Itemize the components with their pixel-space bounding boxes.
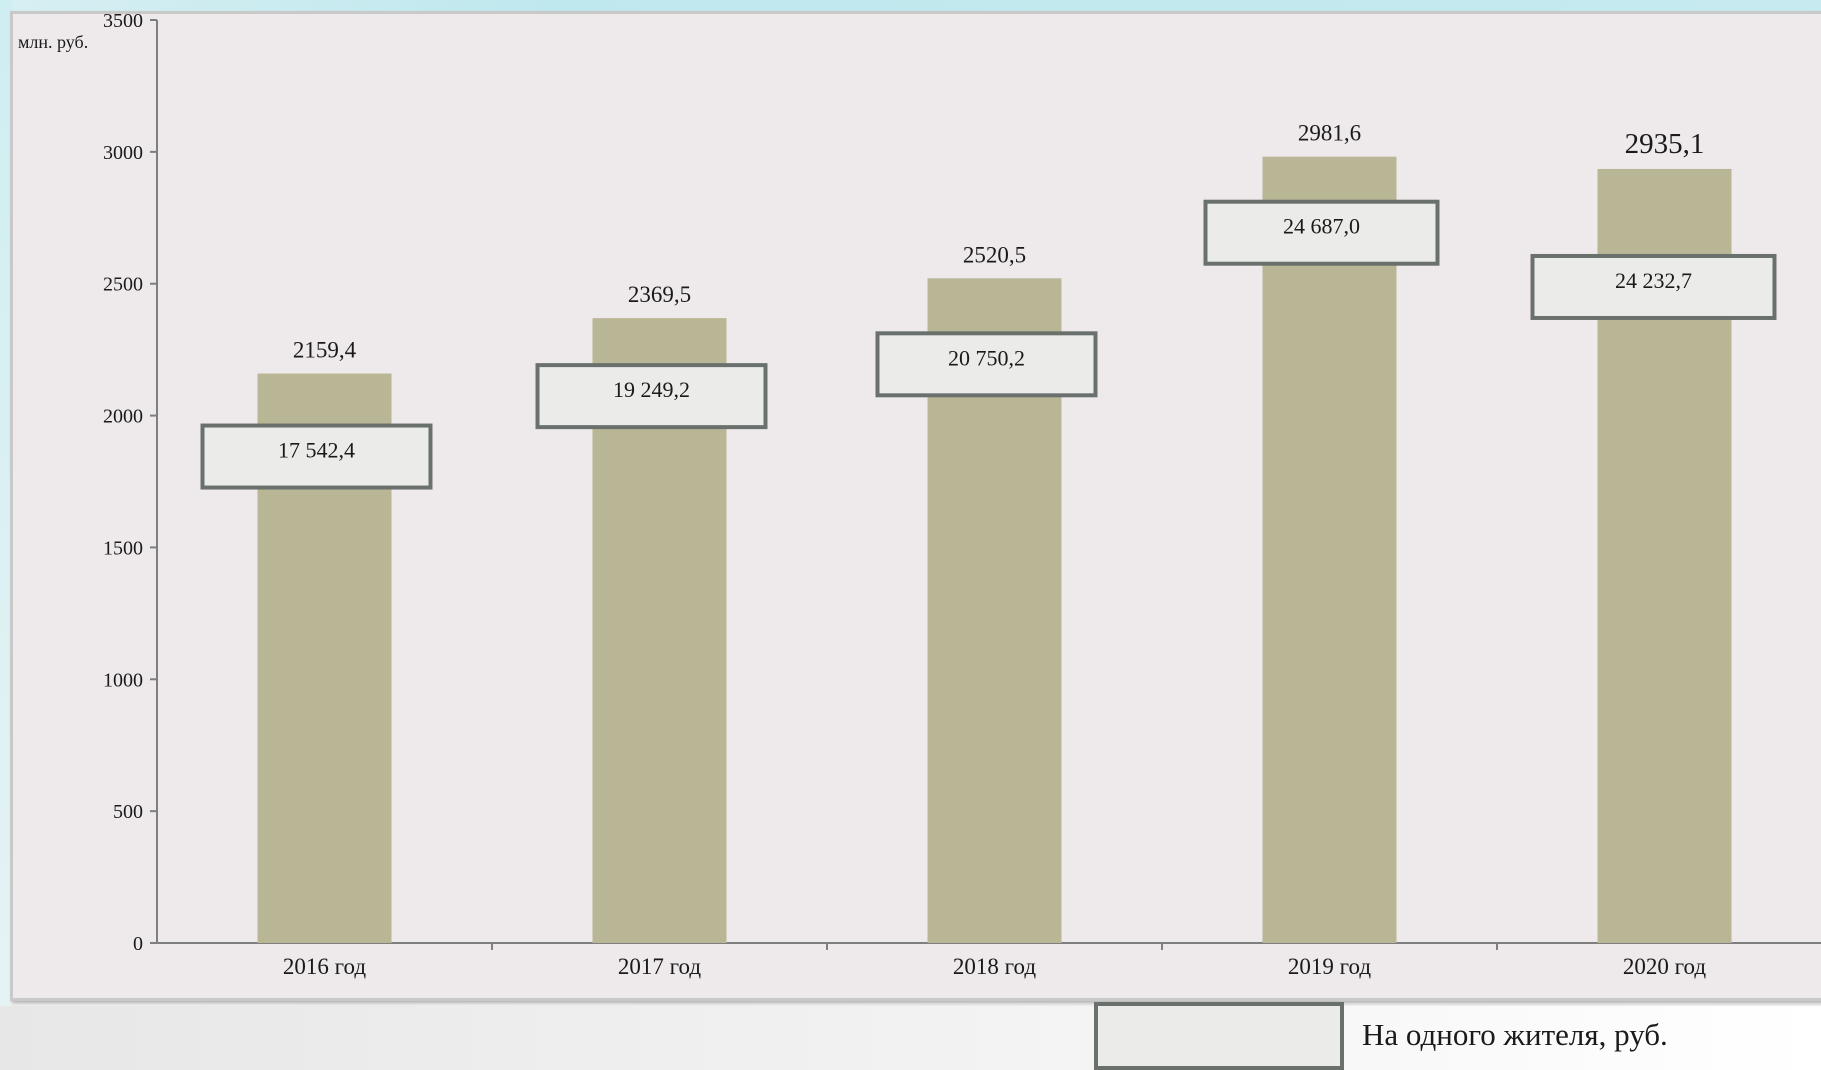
per-capita-label: 20 750,2 [948,345,1025,370]
x-tick-label: 2016 год [283,954,366,979]
y-tick-label: 1000 [103,669,143,691]
per-capita-callout [200,423,433,490]
slide-bottom-area [0,1006,1821,1070]
data-label: 2159,4 [293,338,357,363]
data-label: 2369,5 [628,282,691,307]
y-tick-label: 1500 [103,537,143,559]
bar [1262,156,1397,944]
per-capita-callout [1203,199,1440,266]
y-tick-label: 3000 [103,142,143,164]
x-tick-label: 2017 год [618,954,701,979]
y-tick-label: 3500 [103,10,143,32]
y-tick-label: 2000 [103,406,143,428]
per-capita-callout [1530,253,1777,320]
y-tick-label: 500 [113,801,143,823]
per-capita-label: 24 687,0 [1283,214,1360,239]
y-unit-label: млн. руб. [18,32,88,52]
legend: На одного жителя, руб. [1094,1002,1668,1070]
data-label: 2935,1 [1625,128,1705,160]
per-capita-label: 17 542,4 [278,438,355,463]
legend-label: На одного жителя, руб. [1362,1017,1668,1052]
data-label: 2981,6 [1298,121,1361,146]
slide-left-accent [0,0,12,1010]
legend-swatch [1094,1002,1344,1070]
x-tick-label: 2020 год [1623,954,1706,979]
per-capita-label: 19 249,2 [613,377,690,402]
x-axis: 2016 год 2017 год 2018 год 2019 год 2020 год [157,942,1821,979]
x-tick-label: 2019 год [1288,954,1371,979]
data-label: 2520,5 [963,242,1026,267]
x-tick-label: 2018 год [953,954,1036,979]
y-tick-label: 2500 [103,274,143,296]
per-capita-callout [535,363,768,430]
per-capita-label: 24 232,7 [1615,268,1692,293]
y-tick-label: 0 [133,933,143,955]
y-axis: 0 500 1000 1500 2000 2500 3000 3500 [103,10,158,955]
bar-series: 2159,4 2369,5 2520,5 2981,6 2935,1 [257,121,1732,944]
per-capita-callouts: 17 542,4 19 249,2 20 750,2 24 687,0 24 232,7 [200,199,1777,490]
per-capita-callout [875,331,1098,398]
slide-top-accent [0,0,1821,14]
